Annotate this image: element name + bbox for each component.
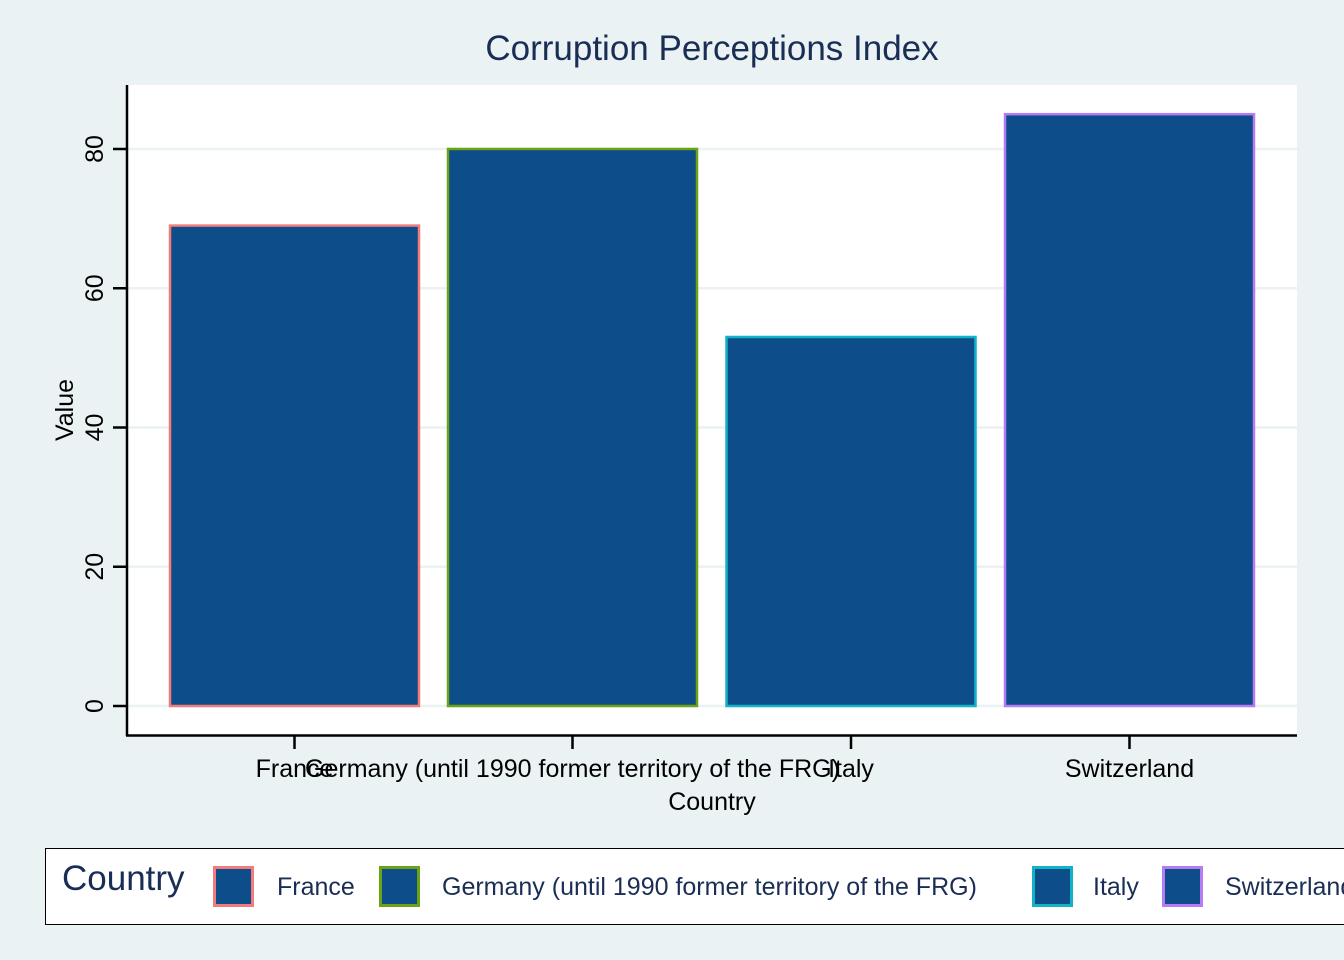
bar-france (168, 224, 421, 708)
y-tick-label-60: 60 (81, 274, 109, 302)
x-tick-label-italy: Italy (828, 755, 874, 783)
x-tick-label-switzerland: Switzerland (1065, 755, 1194, 783)
legend: Country France Germany (until 1990 forme… (45, 848, 1344, 925)
y-axis-label: Value (51, 379, 79, 441)
x-tick-label-germany: Germany (until 1990 former territory of … (305, 755, 840, 783)
legend-label-france: France (277, 873, 355, 901)
legend-label-switzerland: Switzerland (1225, 873, 1344, 901)
x-tick-label-france: France (256, 755, 334, 783)
bar-switzerland (1003, 112, 1256, 708)
bar-chart: Corruption Perceptions Index Value Count… (51, 29, 1297, 816)
legend-key-italy (1032, 866, 1073, 907)
x-axis-label: Country (668, 788, 756, 816)
legend-title: Country (62, 859, 185, 898)
legend-key-france (213, 866, 254, 907)
y-tick-label-80: 80 (81, 135, 109, 163)
y-tick-label-20: 20 (81, 553, 109, 581)
legend-label-germany: Germany (until 1990 former territory of … (442, 873, 977, 901)
y-tick-label-40: 40 (81, 414, 109, 442)
bar-germany (446, 147, 699, 708)
legend-label-italy: Italy (1093, 873, 1139, 901)
y-tick-label-0: 0 (81, 699, 109, 713)
legend-key-germany (379, 866, 420, 907)
legend-key-switzerland (1162, 866, 1203, 907)
chart-title: Corruption Perceptions Index (485, 29, 939, 68)
bar-italy (725, 335, 977, 708)
